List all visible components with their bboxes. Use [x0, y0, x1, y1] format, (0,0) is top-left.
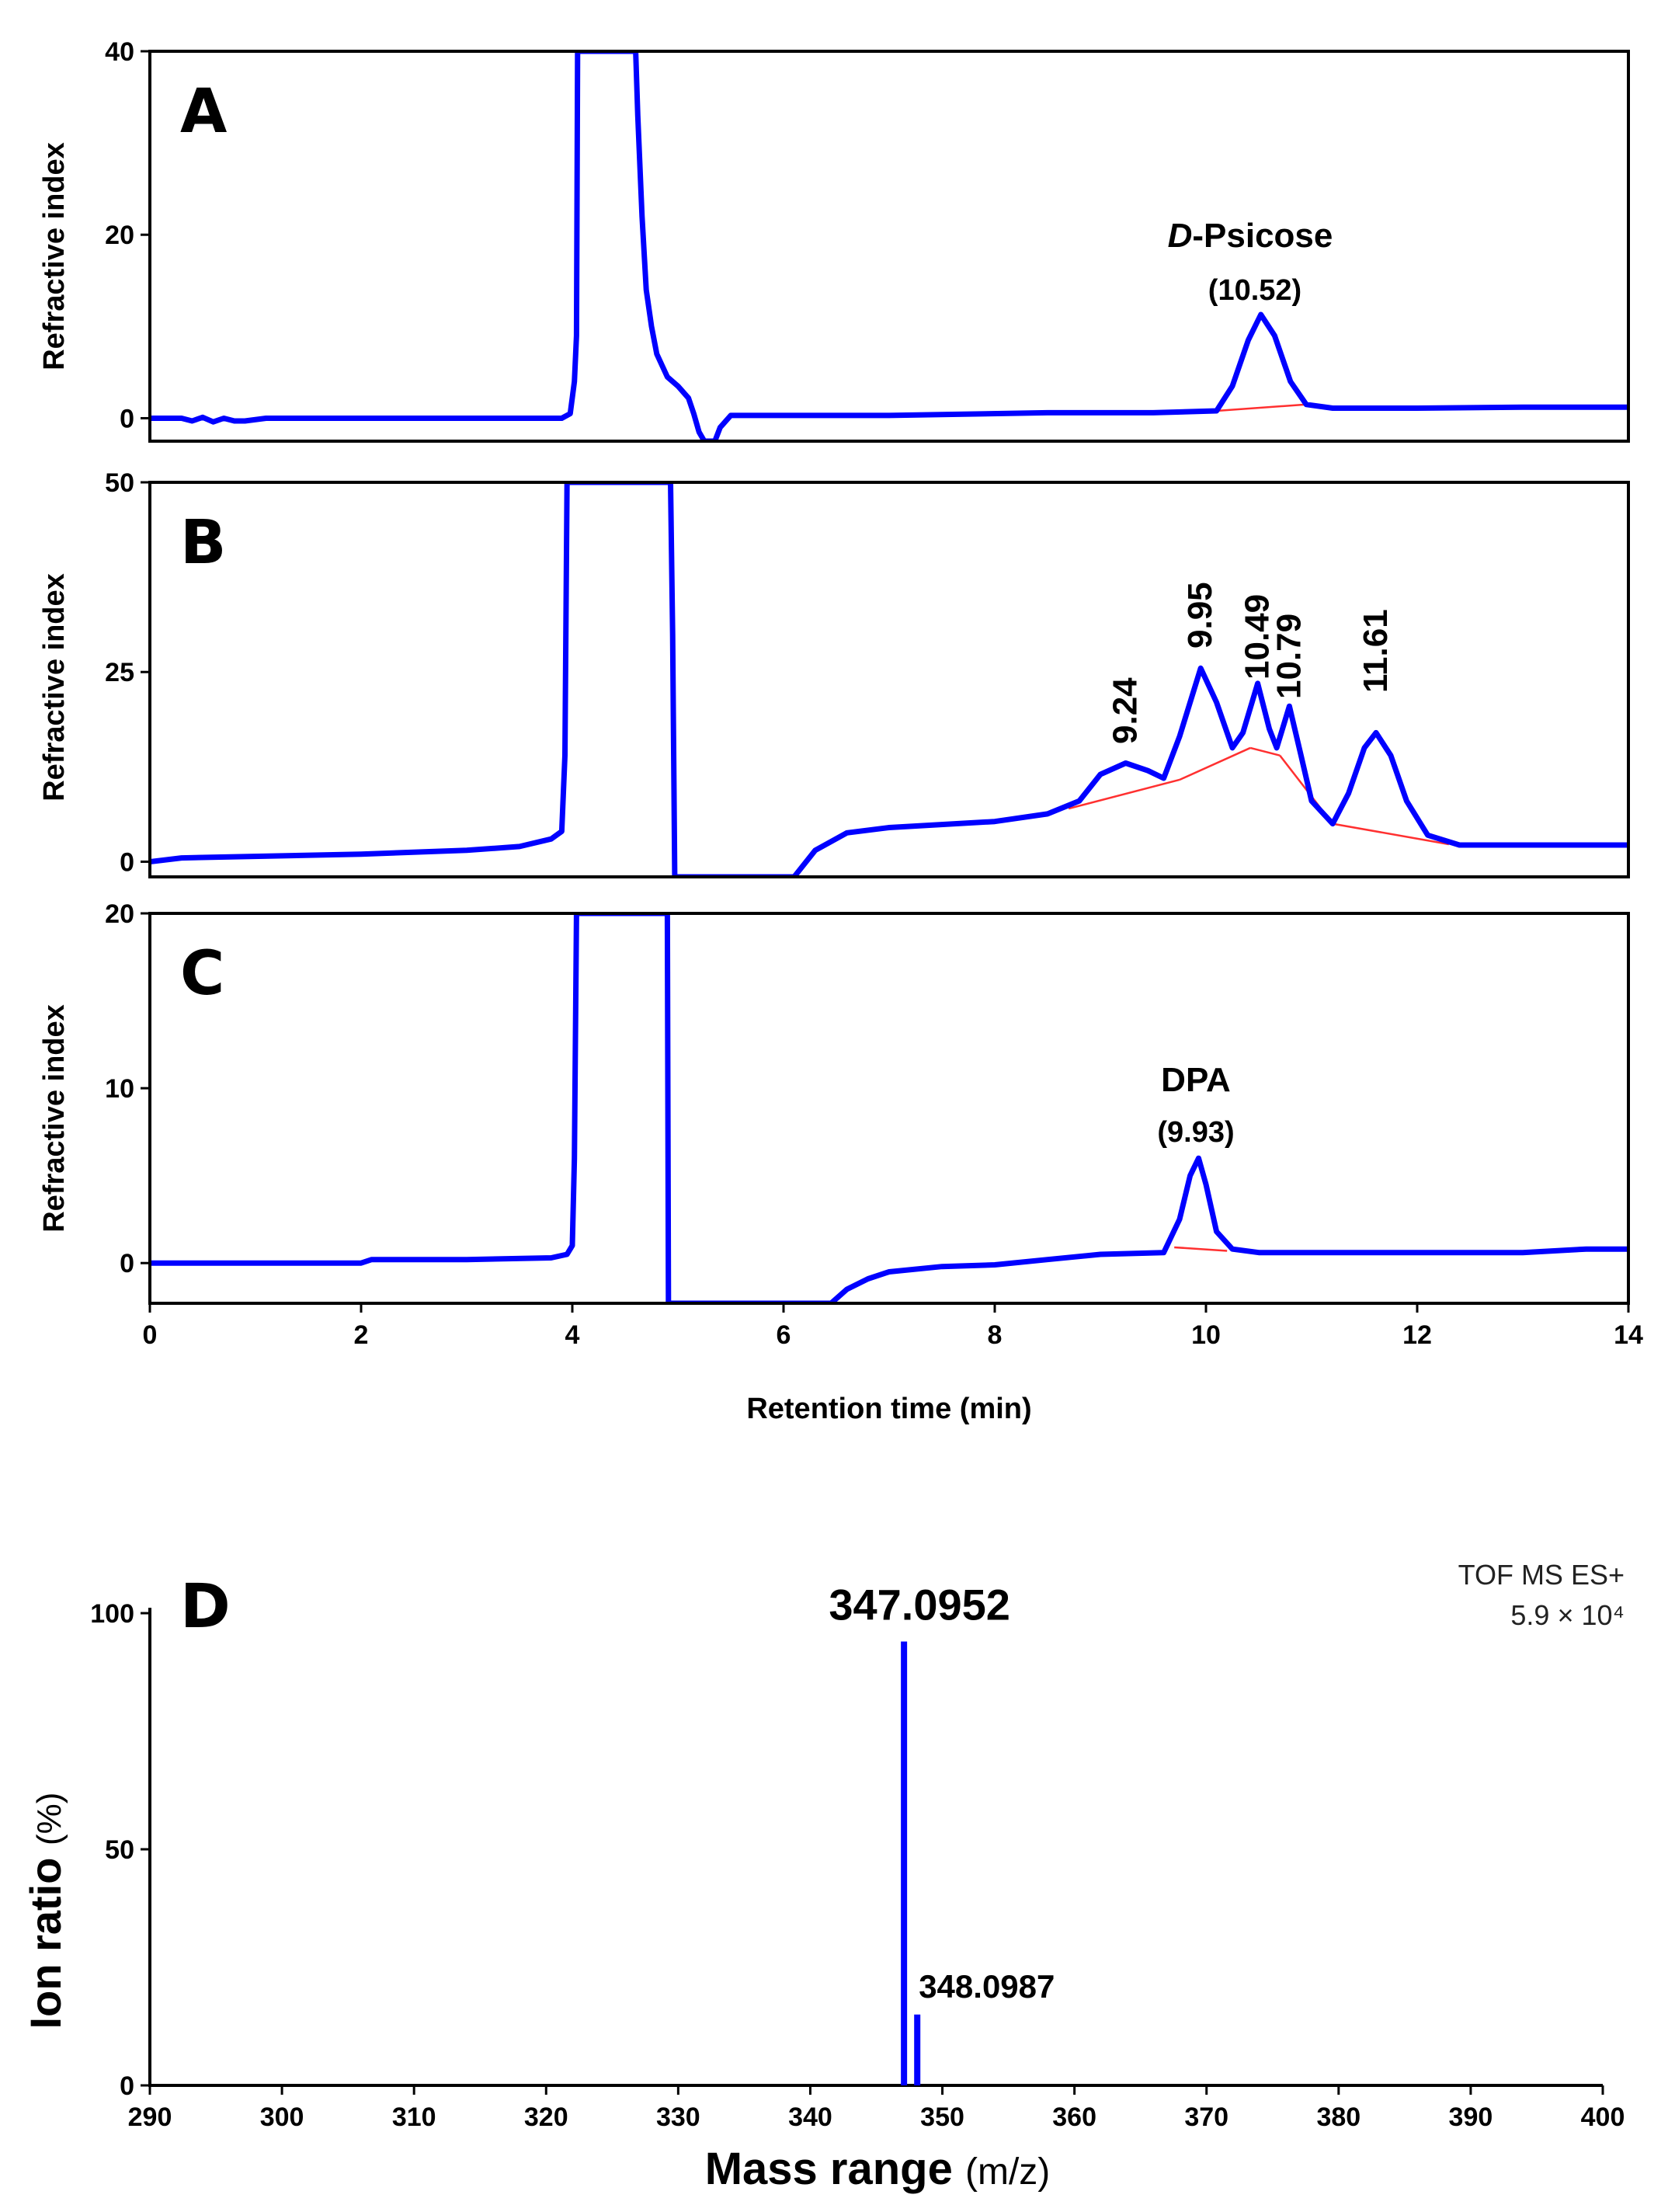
panel-b-peak-label-4: 11.61 — [1357, 609, 1395, 693]
panel-c-x-tick-label-4: 8 — [988, 1320, 1003, 1350]
panel-a-integration-baselines — [1216, 403, 1307, 412]
panel-a-peak-rt: (10.52) — [1208, 274, 1301, 307]
panel-c-x-ticks: 0 2 4 6 8 10 12 14 — [143, 1303, 1643, 1350]
panel-c: C Refractive index 0 10 20 0 2 4 6 8 10 12 14 DPA… — [38, 899, 1643, 1425]
panel-d-x-axis-label: Mass range (m/z) — [705, 2144, 1051, 2194]
panel-d-peaks: 347.0952 348.0987 — [829, 1580, 1055, 2085]
panel-a: A Refractive index 0 20 40 D-Psicose (10.5… — [38, 37, 1630, 443]
panel-d-intensity: 5.9 × 10⁴ — [1510, 1599, 1625, 1631]
panel-c-x-tick-label-6: 12 — [1402, 1320, 1432, 1350]
panel-c-x-tick-label-7: 14 — [1614, 1320, 1643, 1350]
panel-b-trace — [150, 482, 1628, 877]
panel-b-y-tick-label-2: 50 — [105, 468, 134, 498]
panel-d-x-tick-label-2: 310 — [392, 2102, 436, 2132]
panel-d-y-tick-label-2: 100 — [90, 1599, 134, 1629]
panel-b-baseline-4 — [1332, 823, 1450, 846]
panel-d-instrument-mode: TOF MS ES+ — [1458, 1559, 1625, 1591]
panel-d-peak-label-0: 347.0952 — [829, 1580, 1010, 1629]
panel-c-y-ticks: 0 10 20 — [105, 899, 150, 1278]
panel-d-x-axis-label-main: Mass range — [705, 2144, 965, 2194]
panel-d-x-tick-label-6: 350 — [920, 2102, 964, 2132]
panel-d-x-tick-label-1: 300 — [260, 2102, 304, 2132]
panel-d-y-ticks: 0 50 100 — [90, 1599, 150, 2101]
panel-d-x-tick-label-4: 330 — [656, 2102, 700, 2132]
panel-b-y-tick-label-0: 0 — [120, 847, 134, 877]
panel-c-trace — [150, 913, 1628, 1303]
panel-d: D Ion ratio (%) 0 50 100 290 300 310 320 330 34… — [21, 1559, 1625, 2194]
panel-c-integration-baselines — [1174, 1246, 1228, 1252]
panel-b-baseline-0 — [1068, 778, 1180, 810]
panel-c-y-axis-label: Refractive index — [38, 1004, 71, 1233]
panel-a-peak-name-suffix: -Psicose — [1192, 217, 1333, 255]
panel-d-y-axis-label: Ion ratio (%) — [21, 1793, 70, 2029]
panel-d-x-tick-label-5: 340 — [788, 2102, 832, 2132]
panel-b-peak-label-0: 9.24 — [1107, 677, 1145, 744]
panel-c-x-tick-label-1: 2 — [354, 1320, 369, 1350]
panel-a-trace — [150, 51, 1628, 441]
panel-c-peak-name: DPA — [1161, 1061, 1231, 1099]
panel-b-y-tick-label-1: 25 — [105, 658, 134, 687]
panel-d-x-tick-label-9: 380 — [1316, 2102, 1361, 2132]
panel-c-x-tick-label-3: 6 — [777, 1320, 791, 1350]
panel-d-x-tick-label-10: 390 — [1449, 2102, 1493, 2132]
panel-a-baseline-0 — [1216, 403, 1307, 412]
panel-a-y-tick-label-0: 0 — [120, 404, 134, 433]
panel-c-peak-rt: (9.93) — [1157, 1116, 1234, 1149]
panel-d-peak-label-1: 348.0987 — [919, 1968, 1055, 2005]
panel-c-y-tick-label-2: 20 — [105, 899, 134, 929]
panel-b-letter: B — [180, 508, 226, 578]
panel-c-x-tick-label-5: 10 — [1191, 1320, 1221, 1350]
panel-d-y-tick-label-0: 0 — [120, 2071, 134, 2101]
panel-d-x-tick-label-0: 290 — [128, 2102, 172, 2132]
panel-c-x-tick-label-0: 0 — [143, 1320, 158, 1350]
panel-a-y-tick-label-1: 20 — [105, 221, 134, 250]
panel-c-y-tick-label-0: 0 — [120, 1249, 134, 1278]
panel-a-peak-name: D-Psicose — [1168, 217, 1333, 255]
panel-d-x-tick-label-11: 400 — [1581, 2102, 1625, 2132]
panel-b-y-ticks: 0 25 50 — [105, 468, 150, 877]
panel-b-frame — [148, 481, 1630, 878]
panel-c-y-tick-label-1: 10 — [105, 1074, 134, 1104]
panel-c-letter: C — [180, 939, 224, 1009]
panel-d-x-tick-label-3: 320 — [524, 2102, 568, 2132]
panel-d-y-axis-label-unit: (%) — [30, 1793, 68, 1845]
panel-b: B Refractive index 0 25 50 9.24 9.95 10.4910… — [38, 468, 1630, 878]
panel-d-x-tick-label-7: 360 — [1052, 2102, 1096, 2132]
panel-b-baseline-1 — [1179, 746, 1251, 781]
panel-a-peak-name-prefix: D — [1168, 217, 1193, 255]
panel-d-x-axis-label-unit: (m/z) — [965, 2151, 1050, 2193]
panel-d-letter: D — [180, 1572, 231, 1642]
panel-b-baseline-2 — [1249, 746, 1281, 756]
panel-c-x-axis-label: Retention time (min) — [746, 1393, 1031, 1425]
panel-a-y-ticks: 0 20 40 — [105, 37, 150, 433]
panel-b-peak-label-1: 9.95 — [1181, 582, 1219, 649]
panel-d-x-ticks: 290 300 310 320 330 340 350 360 370 380 390 400 — [128, 2085, 1625, 2132]
panel-a-frame — [148, 50, 1630, 443]
panel-c-x-tick-label-2: 4 — [565, 1320, 580, 1350]
panel-d-x-tick-label-8: 370 — [1184, 2102, 1228, 2132]
panel-b-peak-label-3: 10.79 — [1270, 614, 1308, 699]
panel-d-y-tick-label-1: 50 — [105, 1835, 134, 1865]
panel-b-peak-label-2: 10.49 — [1239, 594, 1277, 680]
panel-a-y-axis-label: Refractive index — [38, 142, 71, 370]
panel-a-letter: A — [180, 77, 227, 147]
panel-c-baseline-0 — [1174, 1246, 1228, 1252]
panel-a-y-tick-label-2: 40 — [105, 37, 134, 67]
panel-d-y-axis-label-main: Ion ratio — [21, 1845, 70, 2029]
panel-b-y-axis-label: Refractive index — [38, 573, 71, 802]
panel-c-frame — [148, 912, 1630, 1305]
